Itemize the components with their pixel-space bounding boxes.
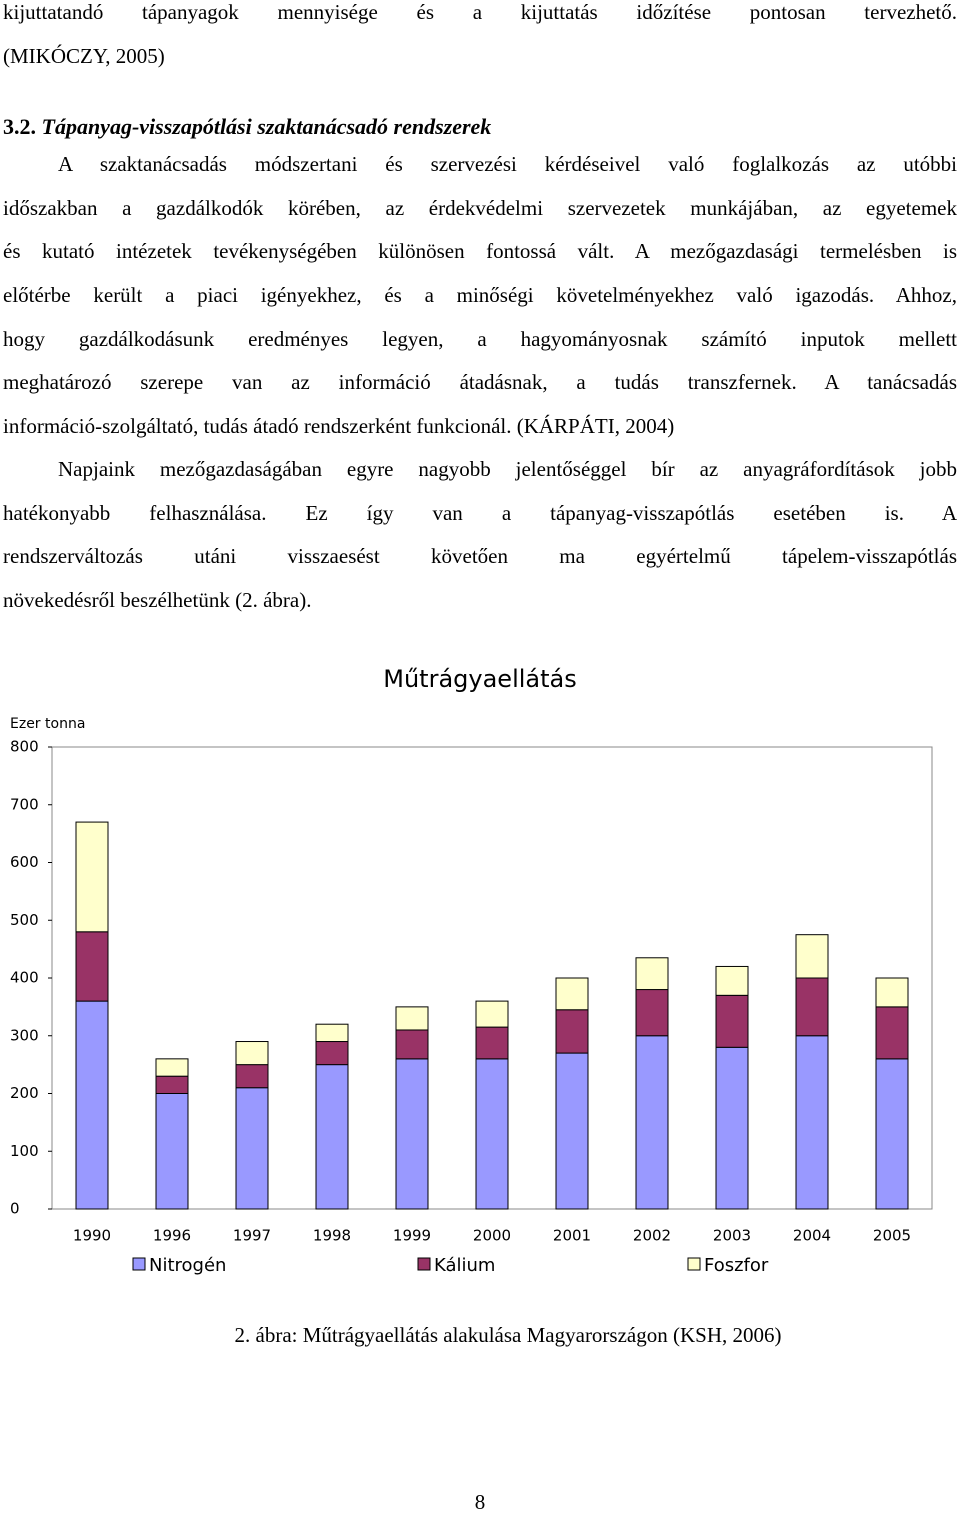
legend-swatch: [417, 1257, 431, 1271]
x-tick-label: 2000: [473, 1227, 511, 1245]
x-tick-label: 2002: [633, 1227, 671, 1245]
chart-title: Műtrágyaellátás: [383, 665, 576, 693]
bar-segment: [395, 1029, 429, 1060]
x-tick-label: 1998: [313, 1227, 351, 1245]
bar-segment: [475, 1026, 509, 1060]
legend-label: Nitrogén: [149, 1255, 226, 1276]
text-line: (MIKÓCZY, 2005): [3, 43, 165, 68]
text-line: Napjaink mezőgazdaságában egyre nagyobb …: [58, 457, 957, 481]
page-number: 8: [475, 1490, 486, 1514]
x-tick-label: 2001: [553, 1227, 591, 1245]
y-tick-label: 600: [10, 853, 39, 871]
bar-segment: [75, 931, 109, 1002]
bar-segment: [155, 1075, 189, 1095]
x-tick-label: 2003: [713, 1227, 751, 1245]
heading-line: 3.2. Tápanyag-visszapótlási szaktanácsad…: [3, 105, 957, 149]
bar-segment: [235, 1087, 269, 1210]
bar-segment: [315, 1023, 349, 1043]
bar-segment: [475, 1058, 509, 1210]
bar-segment: [795, 977, 829, 1037]
bar-segment: [795, 1035, 829, 1210]
bar-segment: [235, 1064, 269, 1089]
x-tick-label: 2004: [793, 1227, 831, 1245]
x-tick-label: 1996: [153, 1227, 191, 1245]
y-tick-label: 500: [10, 911, 39, 929]
y-tick-label: 800: [10, 738, 39, 756]
bar-segment: [875, 977, 909, 1008]
bar-segment: [235, 1041, 269, 1066]
y-tick-label: 700: [10, 795, 39, 813]
heading-number: 3.2.: [3, 114, 36, 139]
text-line: hatékonyabb felhasználása. Ez így van a …: [3, 500, 957, 525]
x-tick-label: 1990: [73, 1227, 111, 1245]
bar-segment: [315, 1041, 349, 1066]
text-line: kijuttatandó tápanyagok mennyisége és a …: [3, 0, 957, 24]
heading: 3.2. Tápanyag-visszapótlási szaktanácsad…: [3, 105, 957, 149]
bar-segment: [475, 1000, 509, 1028]
legend-label: Kálium: [434, 1255, 495, 1276]
text-line: és kutató intézetek tevékenységében külö…: [3, 239, 957, 264]
x-tick-label: 2005: [873, 1227, 911, 1245]
text-line: növekedésről beszélhetünk (2. ábra).: [3, 588, 312, 613]
y-axis-label: Ezer tonna: [10, 716, 85, 732]
paragraph: A szaktanácsadás módszertani és szervezé…: [3, 143, 957, 449]
text-line: időszakban a gazdálkodók körében, az érd…: [3, 195, 957, 220]
bar-segment: [635, 1035, 669, 1210]
intro: kijuttatandó tápanyagok mennyisége és a …: [3, 0, 957, 78]
y-tick-label: 200: [10, 1084, 39, 1102]
bar-segment: [875, 1006, 909, 1060]
x-tick-label: 1999: [393, 1227, 431, 1245]
legend-label: Foszfor: [704, 1255, 769, 1276]
bar-segment: [555, 1052, 589, 1210]
text-line: rendszerváltozás utáni visszaesést követ…: [3, 544, 957, 569]
bar-segment: [315, 1064, 349, 1210]
caption: 2. ábra: Műtrágyaellátás alakulása Magya…: [235, 1323, 782, 1347]
text-line: A szaktanácsadás módszertani és szervezé…: [58, 152, 957, 176]
bar-segment: [715, 1046, 749, 1210]
text-line: információ-szolgáltató, tudás átadó rend…: [3, 414, 675, 439]
y-tick-label: 300: [10, 1026, 39, 1044]
text-line: előtérbe került a piaci igényekhez, és a…: [3, 283, 957, 308]
legend-swatch: [687, 1257, 701, 1271]
bar-segment: [795, 934, 829, 979]
bar-segment: [155, 1093, 189, 1210]
bar-segment: [155, 1058, 189, 1077]
bar-segment: [635, 989, 669, 1037]
bar-segment: [395, 1006, 429, 1031]
heading-title: Tápanyag-visszapótlási szaktanácsadó ren…: [41, 114, 492, 139]
bar-segment: [555, 1009, 589, 1054]
y-tick-label: 0: [10, 1200, 20, 1218]
bar-segment: [75, 1000, 109, 1210]
paragraph: Napjaink mezőgazdaságában egyre nagyobb …: [3, 448, 957, 623]
legend-swatch: [132, 1257, 146, 1271]
bar-segment: [555, 977, 589, 1011]
bar-segment: [635, 957, 669, 991]
text-line: hogy gazdálkodásunk eredményes legyen, a…: [3, 326, 957, 351]
y-tick-label: 100: [10, 1142, 39, 1160]
bar-segment: [715, 994, 749, 1048]
text-line: meghatározó szerepe van az információ át…: [3, 370, 957, 395]
y-tick-label: 400: [10, 969, 39, 987]
bar-segment: [395, 1058, 429, 1210]
bar-segment: [75, 821, 109, 933]
x-tick-label: 1997: [233, 1227, 271, 1245]
bar-segment: [875, 1058, 909, 1210]
bar-segment: [715, 965, 749, 996]
